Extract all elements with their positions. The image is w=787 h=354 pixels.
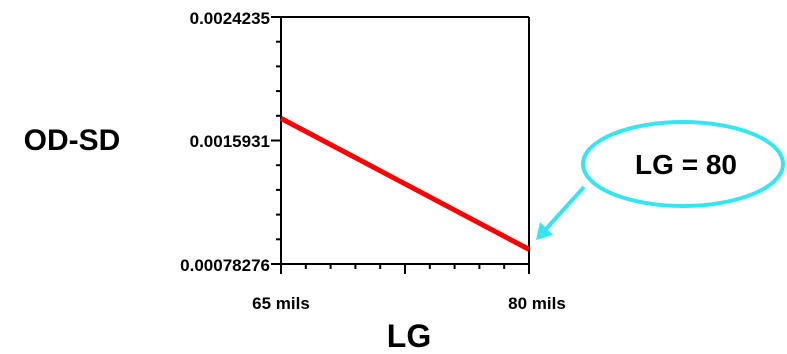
y-tick-label-top: 0.0024235 <box>190 9 270 28</box>
y-axis-title: OD-SD <box>24 124 121 157</box>
y-tick-label-mid: 0.0015931 <box>190 132 270 151</box>
axis-ticks <box>271 17 529 274</box>
x-axis-title: LG <box>387 318 431 354</box>
series-line <box>281 118 529 249</box>
y-tick-label-bottom: 0.00078276 <box>180 256 270 275</box>
callout-pointer <box>546 187 584 229</box>
x-tick-label-left: 65 mils <box>252 294 310 313</box>
x-tick-label-right: 80 mils <box>508 294 566 313</box>
callout-label: LG = 80 <box>635 149 737 180</box>
